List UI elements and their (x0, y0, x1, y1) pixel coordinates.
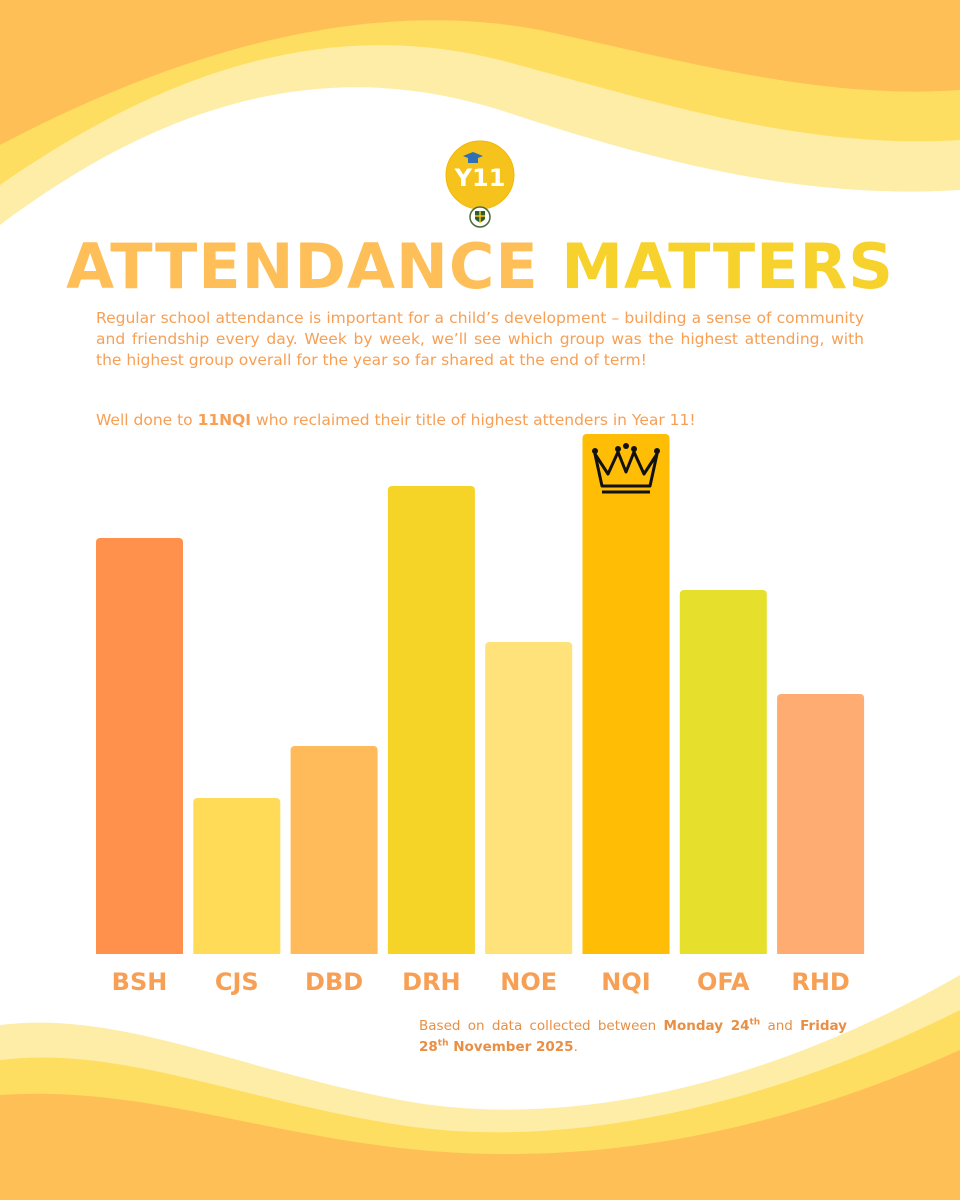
category-label-cjs: CJS (215, 968, 259, 996)
bar-base-cjs (193, 948, 281, 954)
footnote-start-date: Monday 24th (663, 1017, 761, 1034)
category-label-nqi: NQI (601, 968, 650, 996)
page-title: ATTENDANCE MATTERS (0, 232, 960, 302)
bar-base-dbd (290, 948, 378, 954)
bar-base-noe (485, 948, 573, 954)
bar-dbd (290, 746, 378, 954)
category-label-dbd: DBD (305, 968, 363, 996)
footnote-and: and (760, 1018, 793, 1034)
top-wave-orange (0, 0, 960, 145)
category-label-rhd: RHD (791, 968, 850, 996)
bar-base-nqi (582, 948, 670, 954)
category-label-drh: DRH (402, 968, 461, 996)
category-label-noe: NOE (500, 968, 557, 996)
bar-bsh (96, 538, 183, 954)
y11-logo: Y11 (445, 140, 515, 228)
category-label-ofa: OFA (697, 968, 750, 996)
winning-group: 11NQI (197, 411, 252, 429)
title-part-1: ATTENDANCE (66, 230, 539, 303)
well-done-suffix: who reclaimed their title of highest att… (251, 411, 696, 429)
bar-base-rhd (777, 948, 865, 954)
bar-ofa (679, 590, 767, 954)
footnote-prefix: Based on data collected between (419, 1018, 664, 1034)
title-part-2: MATTERS (561, 230, 894, 303)
bar-noe (485, 642, 573, 954)
intro-text: Regular school attendance is important f… (96, 309, 864, 369)
bar-rhd (777, 694, 865, 954)
category-label-bsh: BSH (112, 968, 168, 996)
attendance-bar-chart: BSH CJS DBD DRH NOE NQI OFA RHD (96, 434, 865, 996)
footnote: Based on data collected between Monday 2… (419, 1017, 847, 1055)
bar-cjs (193, 798, 281, 954)
crown-icon (592, 443, 660, 494)
bar-base-bsh (96, 948, 183, 954)
bar-base-ofa (679, 948, 767, 954)
logo-text: Y11 (454, 164, 506, 192)
footnote-end-date: Friday 28th November 2025 (419, 1018, 847, 1055)
bottom-wave-orange (0, 1050, 960, 1200)
well-done-text: Well done to 11NQI who reclaimed their t… (96, 410, 864, 431)
bar-base-drh (387, 948, 475, 954)
bar-drh (387, 486, 475, 954)
well-done-prefix: Well done to (96, 411, 198, 429)
bar-nqi (582, 434, 670, 954)
